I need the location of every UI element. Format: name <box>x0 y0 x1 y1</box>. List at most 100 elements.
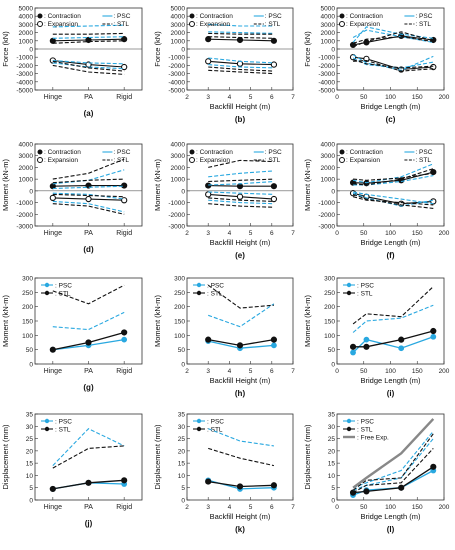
x-tick-label: 0 <box>335 94 339 101</box>
legend-marker-expansion <box>37 21 43 27</box>
series-line-stl <box>352 36 434 44</box>
y-tick-label: 300 <box>174 276 185 283</box>
y-tick-label: 35 <box>26 412 34 419</box>
y-tick-label: 0 <box>29 188 33 195</box>
series-line-stl <box>208 178 274 183</box>
series-line-stl <box>352 286 434 325</box>
series-line-psc <box>208 180 274 186</box>
series-line-stl <box>352 448 434 494</box>
plot-frame <box>186 413 294 501</box>
y-tick-label: 35 <box>328 412 336 419</box>
y-tick-label: 3000 <box>171 153 186 160</box>
data-point <box>236 60 244 67</box>
x-tick-label: 50 <box>360 230 368 237</box>
y-tick-label: -3000 <box>318 71 335 78</box>
data-point <box>236 183 244 190</box>
x-axis-label: Bridge Length (m) <box>360 512 421 521</box>
legend-label: : Contraction <box>196 149 233 156</box>
y-tick-label: -4000 <box>318 79 335 86</box>
data-point <box>205 478 212 485</box>
x-tick-label: 7 <box>291 94 295 101</box>
x-tick-label: 2 <box>185 230 189 237</box>
series-line-stl <box>208 32 274 35</box>
y-tick-label: 15 <box>26 461 34 468</box>
x-tick-label: 0 <box>335 230 339 237</box>
series-line-freeexp <box>352 418 435 489</box>
y-tick-label: -5000 <box>318 88 335 95</box>
x-tick-label: 200 <box>439 230 450 237</box>
y-tick-label: -3000 <box>318 224 335 231</box>
legend-label: : Expansion <box>346 21 380 28</box>
legend: : Contraction: Expansion: PSC: STL <box>37 13 131 28</box>
x-axis-label: Backfill Height (m) <box>210 376 271 385</box>
y-tick-label: 10 <box>328 473 336 480</box>
data-point <box>398 484 405 491</box>
legend-label: : PSC <box>113 13 130 20</box>
x-tick-label: 150 <box>412 94 423 101</box>
y-tick-label: 4000 <box>321 14 336 21</box>
data-point <box>205 191 212 198</box>
y-tick-label: 300 <box>324 276 335 283</box>
data-point <box>85 479 92 486</box>
panel-c: -5000-4000-3000-2000-1000010002000300040… <box>303 6 450 125</box>
data-point <box>270 61 278 68</box>
legend-label: : Contraction <box>44 149 81 156</box>
series-line-stl <box>352 433 434 491</box>
y-tick-label: 1000 <box>19 177 34 184</box>
x-tick-label: 150 <box>412 368 423 375</box>
legend-marker-expansion <box>189 21 195 27</box>
data-point <box>49 37 56 44</box>
y-tick-label: 5000 <box>171 6 186 13</box>
legend-marker <box>44 426 50 432</box>
series-line-stl <box>208 203 274 208</box>
y-tick-label: 0 <box>181 498 185 505</box>
panel-label: (f) <box>387 251 395 260</box>
legend-marker <box>196 418 202 424</box>
x-axis-label: Backfill Height (m) <box>210 512 271 521</box>
panel-i: 0 50 100 150 200 250 300 0 50 100 150 200 Bridge Len… <box>303 276 450 399</box>
legend-label: : PSC <box>265 13 282 20</box>
data-point <box>349 343 357 350</box>
x-axis-label: Bridge Length (m) <box>360 238 421 247</box>
y-axis-label: Moment (kN-m) <box>153 294 162 347</box>
series-line-psc <box>352 438 434 491</box>
legend-label: : STL <box>357 290 373 297</box>
y-tick-label: -2000 <box>318 63 335 70</box>
y-tick-label: 2000 <box>321 30 336 37</box>
y-tick-label: 5000 <box>19 6 34 13</box>
y-tick-label: 50 <box>26 347 34 354</box>
series-line-stl <box>208 66 274 72</box>
y-tick-label: -1000 <box>318 55 335 62</box>
data-point <box>363 343 370 350</box>
y-tick-label: 4000 <box>19 14 34 21</box>
y-tick-label: 200 <box>174 304 185 311</box>
x-tick-label: 7 <box>291 230 295 237</box>
legend-marker-contraction <box>189 13 195 19</box>
x-tick-label: 150 <box>412 504 423 511</box>
panel-label: (l) <box>387 525 395 534</box>
y-tick-label: 1000 <box>19 38 34 45</box>
y-tick-label: 0 <box>331 47 335 54</box>
y-axis-label: Force (kN) <box>303 31 312 67</box>
data-point <box>350 349 356 356</box>
data-point <box>121 336 128 343</box>
series-line-stl <box>207 284 274 309</box>
y-tick-label: 5 <box>29 485 33 492</box>
legend-label: : Contraction <box>346 13 383 20</box>
legend: : PSC: STL <box>193 418 224 433</box>
y-tick-label: 5 <box>331 485 335 492</box>
y-axis-label: Moment (kN-m) <box>153 158 162 211</box>
x-tick-label: Rigid <box>116 230 132 237</box>
panel-label: (g) <box>83 383 94 392</box>
legend: : Contraction: Expansion: PSC: STL <box>189 13 282 28</box>
x-tick-label: 5 <box>249 230 253 237</box>
panel-label: (a) <box>84 109 94 118</box>
legend-label: : PSC <box>415 13 432 20</box>
y-tick-label: -3000 <box>16 71 33 78</box>
panel-j: 0 5 10 15 20 25 30 35 Hinge PA Rigid Displacement (… <box>1 412 143 528</box>
series-line-psc <box>52 428 125 466</box>
data-point <box>49 346 56 353</box>
data-point <box>363 336 370 343</box>
legend-marker <box>346 290 352 296</box>
